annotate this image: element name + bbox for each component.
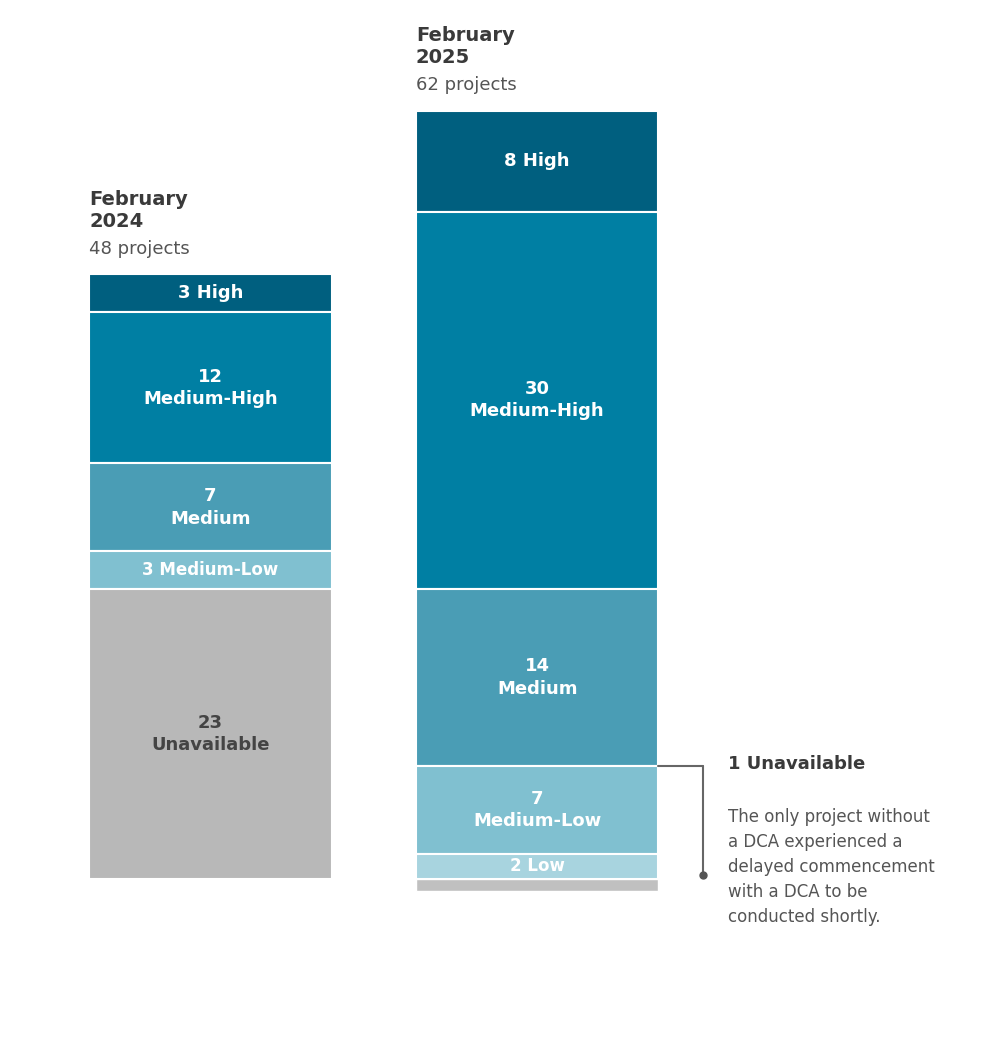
- Bar: [89, 552, 332, 590]
- Text: February
2024: February 2024: [89, 190, 188, 231]
- Bar: [89, 274, 332, 312]
- Text: 62 projects: 62 projects: [416, 76, 516, 94]
- Text: 23
Unavailable: 23 Unavailable: [151, 714, 270, 754]
- Bar: [416, 211, 658, 590]
- Bar: [89, 312, 332, 463]
- Bar: [416, 111, 658, 211]
- Text: February
2025: February 2025: [416, 26, 514, 68]
- Text: 12
Medium-High: 12 Medium-High: [143, 368, 278, 408]
- Bar: [416, 766, 658, 853]
- Text: 3 Medium-Low: 3 Medium-Low: [142, 561, 279, 579]
- Text: The only project without
a DCA experienced a
delayed commencement
with a DCA to : The only project without a DCA experienc…: [728, 808, 934, 925]
- Text: 48 projects: 48 projects: [89, 239, 190, 257]
- Text: 8 High: 8 High: [504, 152, 570, 170]
- Text: 2 Low: 2 Low: [509, 858, 565, 876]
- Bar: [416, 853, 658, 879]
- Bar: [89, 590, 332, 879]
- Text: 14
Medium: 14 Medium: [496, 657, 577, 697]
- Text: 7
Medium-Low: 7 Medium-Low: [473, 789, 602, 829]
- Text: 30
Medium-High: 30 Medium-High: [470, 380, 605, 421]
- Text: 1 Unavailable: 1 Unavailable: [728, 755, 865, 773]
- Bar: [416, 590, 658, 766]
- Text: 3 High: 3 High: [178, 285, 243, 303]
- Bar: [416, 879, 658, 891]
- Text: 7
Medium: 7 Medium: [170, 487, 250, 528]
- Bar: [89, 463, 332, 552]
